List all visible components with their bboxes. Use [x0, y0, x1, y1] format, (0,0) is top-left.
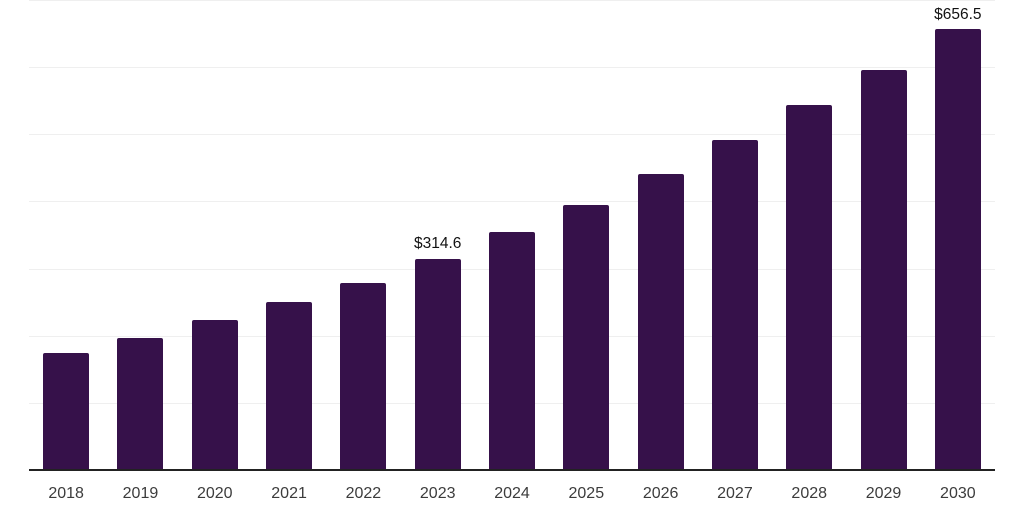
x-tick-2026: 2026 [642, 485, 679, 502]
x-tick-2022: 2022 [345, 485, 382, 502]
x-tick-2019: 2019 [122, 485, 159, 502]
x-tick-2025: 2025 [568, 485, 605, 502]
x-tick-2024: 2024 [494, 485, 530, 502]
x-tick-2030: 2030 [940, 485, 976, 502]
bar-2028 [786, 105, 833, 470]
x-tick-2020: 2020 [196, 485, 233, 502]
plot-area: $314.6 $656.5 [29, 0, 995, 471]
x-tick-2018: 2018 [48, 485, 84, 502]
x-axis-line [29, 469, 995, 471]
x-tick-2028: 2028 [791, 485, 828, 502]
bar-2021 [266, 302, 313, 470]
bar-2019 [117, 337, 164, 470]
bar-2018 [43, 352, 90, 470]
gridline-700 [29, 0, 995, 1]
x-tick-2029: 2029 [865, 485, 902, 502]
x-tick-2027: 2027 [717, 485, 753, 502]
bar-2026 [637, 173, 684, 470]
bar-2030 [934, 29, 981, 470]
x-tick-2023: 2023 [419, 485, 456, 502]
gridline-600 [29, 67, 995, 69]
bar-2025 [563, 204, 610, 470]
x-axis-labels: 2018 2019 2020 2021 2022 2023 2024 2025 2026 2027… [29, 484, 995, 506]
data-label-2023: $314.6 [413, 235, 462, 253]
bar-2029 [860, 69, 907, 470]
data-label-2030: $656.5 [934, 5, 982, 23]
x-tick-2021: 2021 [271, 485, 307, 502]
bar-2024 [489, 232, 535, 470]
bar-2022 [340, 282, 387, 470]
bar-2020 [191, 319, 238, 470]
bar-2023 [414, 258, 461, 470]
gridline-500 [29, 134, 995, 136]
gridline-400 [29, 201, 995, 203]
bar-2027 [711, 139, 758, 470]
